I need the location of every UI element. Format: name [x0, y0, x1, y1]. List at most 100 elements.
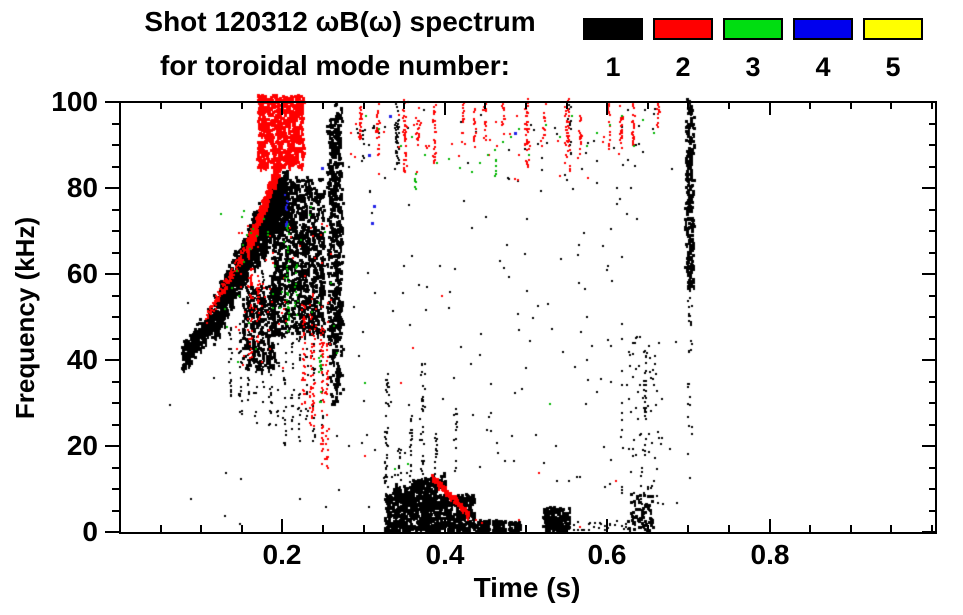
tick-mark: [241, 525, 243, 532]
tick-mark: [929, 316, 936, 318]
tick-mark: [363, 525, 365, 532]
x-tick-label: 0.6: [587, 539, 627, 570]
tick-mark: [922, 445, 936, 447]
tick-mark: [890, 102, 892, 109]
tick-mark: [112, 316, 120, 318]
y-tick-label: 40: [66, 344, 98, 375]
tick-mark: [112, 381, 120, 383]
tick-mark: [105, 359, 120, 361]
tick-mark: [809, 525, 811, 532]
tick-mark: [931, 525, 933, 532]
tick-mark: [922, 187, 936, 189]
tick-mark: [160, 525, 162, 532]
y-axis-label: Frequency (kHz): [10, 216, 40, 420]
tick-mark: [929, 252, 936, 254]
tick-mark: [112, 230, 120, 232]
tick-mark: [929, 123, 936, 125]
tick-mark: [112, 338, 120, 340]
y-tick-label: 100: [51, 86, 98, 117]
tick-mark: [525, 102, 527, 109]
y-tick-label: 20: [66, 430, 98, 461]
tick-mark: [929, 338, 936, 340]
tick-mark: [929, 144, 936, 146]
tick-mark: [929, 424, 936, 426]
x-tick-label: 0.4: [425, 539, 465, 570]
legend-swatch-5: [863, 18, 923, 40]
tick-mark: [850, 102, 852, 109]
tick-mark: [525, 525, 527, 532]
tick-mark: [105, 273, 120, 275]
tick-mark: [444, 519, 446, 532]
tick-mark: [687, 102, 689, 109]
tick-mark: [566, 102, 568, 109]
tick-mark: [322, 102, 324, 109]
tick-mark: [922, 273, 936, 275]
tick-mark: [200, 525, 202, 532]
tick-mark: [922, 101, 936, 103]
x-axis-label: Time (s): [473, 572, 581, 603]
tick-mark: [105, 187, 120, 189]
tick-mark: [647, 102, 649, 109]
tick-mark: [728, 102, 730, 109]
tick-mark: [687, 525, 689, 532]
tick-mark: [606, 102, 608, 115]
legend-swatch-2: [653, 18, 713, 40]
x-tick-label: 0.2: [262, 539, 302, 570]
tick-mark: [112, 252, 120, 254]
tick-mark: [566, 525, 568, 532]
tick-mark: [160, 102, 162, 109]
legend-label-4: 4: [815, 52, 831, 82]
tick-mark: [112, 510, 120, 512]
tick-mark: [929, 402, 936, 404]
tick-mark: [929, 209, 936, 211]
plot-canvas: [120, 88, 936, 532]
y-tick-label: 0: [82, 516, 98, 547]
tick-mark: [200, 102, 202, 109]
tick-mark: [403, 525, 405, 532]
chart-subtitle: for toroidal mode number:: [160, 50, 510, 81]
tick-mark: [850, 525, 852, 532]
tick-mark: [403, 102, 405, 109]
tick-mark: [112, 295, 120, 297]
tick-mark: [929, 381, 936, 383]
tick-mark: [322, 525, 324, 532]
tick-mark: [112, 467, 120, 469]
tick-mark: [890, 525, 892, 532]
plot-frame: [119, 101, 937, 534]
tick-mark: [931, 102, 933, 109]
tick-mark: [922, 359, 936, 361]
y-tick-label: 80: [66, 172, 98, 203]
tick-mark: [444, 102, 446, 115]
tick-mark: [929, 166, 936, 168]
tick-mark: [112, 144, 120, 146]
legend-label-3: 3: [745, 52, 761, 82]
tick-mark: [929, 467, 936, 469]
y-tick-label: 60: [66, 258, 98, 289]
tick-mark: [728, 525, 730, 532]
tick-mark: [112, 488, 120, 490]
tick-mark: [809, 102, 811, 109]
chart-title: Shot 120312 ωB(ω) spectrum: [144, 6, 536, 37]
tick-mark: [112, 209, 120, 211]
tick-mark: [484, 102, 486, 109]
tick-mark: [769, 102, 771, 115]
tick-mark: [769, 519, 771, 532]
legend-swatch-1: [583, 18, 643, 40]
tick-mark: [484, 525, 486, 532]
tick-mark: [105, 531, 120, 533]
legend-label-2: 2: [675, 52, 691, 82]
tick-mark: [929, 295, 936, 297]
tick-mark: [606, 519, 608, 532]
tick-mark: [241, 102, 243, 109]
tick-mark: [105, 445, 120, 447]
x-tick-label: 0.8: [750, 539, 790, 570]
legend-swatch-3: [723, 18, 783, 40]
tick-mark: [112, 166, 120, 168]
tick-mark: [922, 531, 936, 533]
legend-label-1: 1: [605, 52, 621, 82]
tick-mark: [929, 510, 936, 512]
legend-label-5: 5: [885, 52, 901, 82]
tick-mark: [281, 519, 283, 532]
tick-mark: [281, 102, 283, 115]
